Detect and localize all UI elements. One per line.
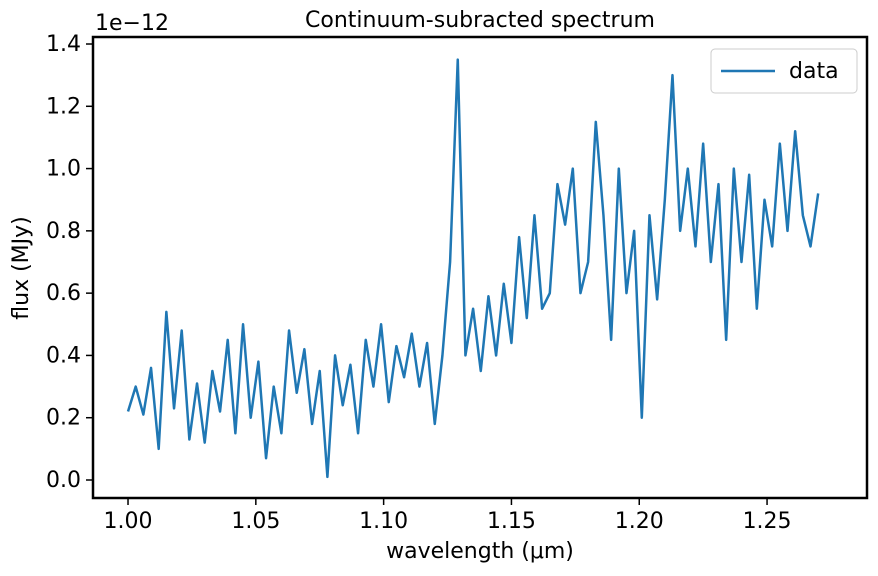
legend-label: data <box>789 59 839 84</box>
data-line <box>126 58 820 479</box>
y-tick-label: 1.0 <box>46 157 81 182</box>
plot-frame <box>91 35 869 500</box>
x-tick-label: 1.25 <box>743 509 792 534</box>
x-axis-label: wavelength (μm) <box>386 539 574 564</box>
x-tick-label: 1.10 <box>359 509 408 534</box>
y-axis-label: flux (MJy) <box>9 216 34 319</box>
y-tick-label: 1.2 <box>46 94 81 119</box>
x-tick-label: 1.20 <box>615 509 664 534</box>
y-tick-label: 0.4 <box>46 343 81 368</box>
x-tick-label: 1.15 <box>487 509 536 534</box>
y-tick-label: 0.8 <box>46 219 81 244</box>
y-tick-label: 0.2 <box>46 406 81 431</box>
offset-text: 1e−12 <box>95 11 169 36</box>
y-tick-label: 1.4 <box>46 32 81 57</box>
x-tick-label: 1.00 <box>104 509 153 534</box>
chart-title: Continuum-subracted spectrum <box>305 8 655 33</box>
x-tick-label: 1.05 <box>231 509 280 534</box>
y-tick-label: 0.0 <box>46 468 81 493</box>
legend-box <box>710 48 858 94</box>
y-tick-label: 0.6 <box>46 281 81 306</box>
